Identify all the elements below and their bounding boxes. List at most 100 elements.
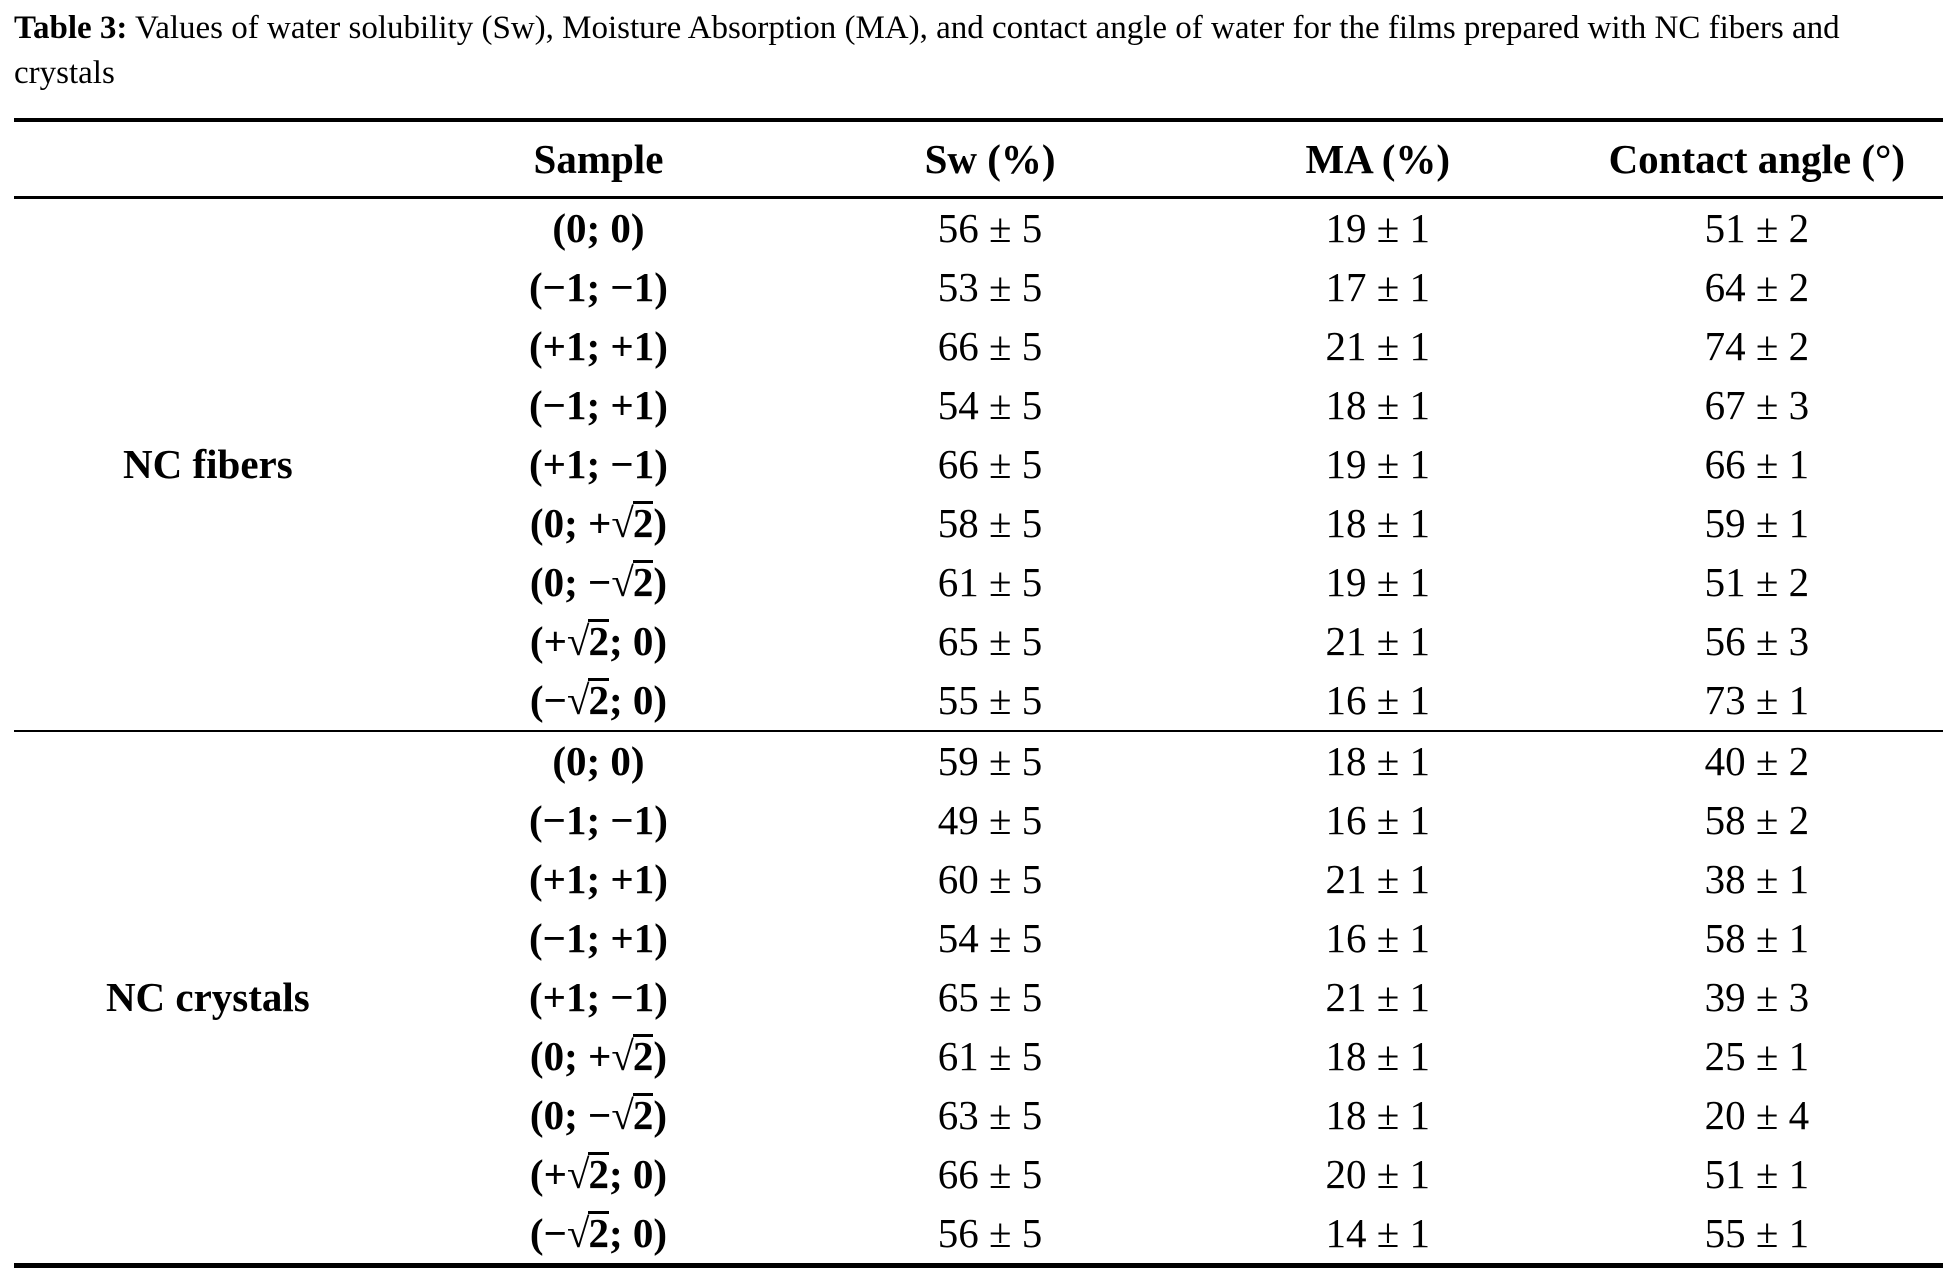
results-table: Sample Sw (%) MA (%) Contact angle (°) N… — [14, 117, 1943, 1268]
table-row: (−1; −1) 53 ± 5 17 ± 1 64 ± 2 — [14, 258, 1943, 317]
table-row: (−1; −1) 49 ± 5 16 ± 1 58 ± 2 — [14, 791, 1943, 850]
ma-cell: 18 ± 1 — [1325, 500, 1431, 547]
contact-angle-cell: 59 ± 1 — [1704, 500, 1810, 547]
contact-angle-cell: 51 ± 2 — [1704, 559, 1810, 606]
ma-cell: 18 ± 1 — [1325, 382, 1431, 429]
contact-angle-cell: 56 ± 3 — [1704, 618, 1810, 665]
table-row: (+1; +1) 66 ± 5 21 ± 1 74 ± 2 — [14, 317, 1943, 376]
sw-cell: 66 ± 5 — [937, 441, 1043, 488]
header-sample: Sample — [401, 119, 796, 199]
group-nc-crystals: NC crystals (0; 0) 59 ± 5 18 ± 1 40 ± 2 (−1; … — [14, 730, 1943, 1266]
sqrt-radical: √2 — [566, 1151, 609, 1198]
sw-cell: 54 ± 5 — [937, 915, 1043, 962]
table-row: (0; +√2) 58 ± 5 18 ± 1 59 ± 1 — [14, 494, 1943, 553]
sqrt-radical: √2 — [611, 500, 654, 547]
sw-cell: 61 ± 5 — [937, 1033, 1043, 1080]
sw-cell: 65 ± 5 — [937, 974, 1043, 1021]
sample-cell: (−1; +1) — [529, 915, 668, 962]
group-nc-fibers: NC fibers (0; 0) 56 ± 5 19 ± 1 51 ± 2 (−1; −1… — [14, 197, 1943, 731]
sqrt-radical: √2 — [566, 618, 609, 665]
sample-cell: (+1; −1) — [529, 441, 668, 488]
header-contact-angle: Contact angle (°) — [1570, 119, 1943, 199]
ma-cell: 19 ± 1 — [1325, 559, 1431, 606]
contact-angle-cell: 58 ± 2 — [1704, 797, 1810, 844]
sample-cell: (0; 0) — [552, 205, 645, 252]
sqrt-radical: √2 — [611, 1033, 654, 1080]
header-sw: Sw (%) — [795, 119, 1185, 199]
sw-cell: 58 ± 5 — [937, 500, 1043, 547]
table-caption: Table 3: Values of water solubility (Sw)… — [14, 6, 1943, 96]
ma-cell: 19 ± 1 — [1325, 205, 1431, 252]
sample-cell: (0; +√2) — [529, 500, 668, 547]
sw-cell: 65 ± 5 — [937, 618, 1043, 665]
contact-angle-cell: 51 ± 1 — [1704, 1151, 1810, 1198]
group-label: NC crystals — [105, 974, 310, 1021]
sw-cell: 59 ± 5 — [937, 738, 1043, 785]
contact-angle-cell: 73 ± 1 — [1704, 677, 1810, 724]
table-row: (−√2; 0) 55 ± 5 16 ± 1 73 ± 1 — [14, 671, 1943, 731]
sw-cell: 66 ± 5 — [937, 323, 1043, 370]
contact-angle-cell: 64 ± 2 — [1704, 264, 1810, 311]
table-row: (−1; +1) 54 ± 5 16 ± 1 58 ± 1 — [14, 909, 1943, 968]
sw-cell: 60 ± 5 — [937, 856, 1043, 903]
sample-cell: (0; 0) — [552, 738, 645, 785]
ma-cell: 21 ± 1 — [1325, 618, 1431, 665]
header-group — [14, 119, 402, 199]
caption-text: Values of water solubility (Sw), Moistur… — [14, 10, 1840, 91]
sample-cell: (+√2; 0) — [529, 1151, 668, 1198]
sample-cell: (+√2; 0) — [529, 618, 668, 665]
contact-angle-cell: 39 ± 3 — [1704, 974, 1810, 1021]
sqrt-radical: √2 — [611, 559, 654, 606]
ma-cell: 16 ± 1 — [1325, 915, 1431, 962]
sample-cell: (0; −√2) — [529, 1092, 668, 1139]
group-label: NC fibers — [123, 441, 293, 488]
contact-angle-cell: 55 ± 1 — [1704, 1210, 1810, 1257]
sw-cell: 61 ± 5 — [937, 559, 1043, 606]
contact-angle-cell: 74 ± 2 — [1704, 323, 1810, 370]
sw-cell: 66 ± 5 — [937, 1151, 1043, 1198]
ma-cell: 19 ± 1 — [1325, 441, 1431, 488]
table-row: (+1; −1) 65 ± 5 21 ± 1 39 ± 3 — [14, 968, 1943, 1027]
sqrt-radical: √2 — [566, 677, 609, 724]
table-row: (0; +√2) 61 ± 5 18 ± 1 25 ± 1 — [14, 1027, 1943, 1086]
contact-angle-cell: 20 ± 4 — [1704, 1092, 1810, 1139]
sample-cell: (−√2; 0) — [529, 677, 668, 724]
sample-cell: (+1; +1) — [529, 856, 668, 903]
ma-cell: 18 ± 1 — [1325, 738, 1431, 785]
sample-cell: (−√2; 0) — [529, 1210, 668, 1257]
sw-cell: 55 ± 5 — [937, 677, 1043, 724]
sample-cell: (−1; −1) — [529, 797, 668, 844]
ma-cell: 21 ± 1 — [1325, 323, 1431, 370]
sample-cell: (+1; −1) — [529, 974, 668, 1021]
table-row: (+√2; 0) 66 ± 5 20 ± 1 51 ± 1 — [14, 1145, 1943, 1204]
sw-cell: 49 ± 5 — [937, 797, 1043, 844]
contact-angle-cell: 40 ± 2 — [1704, 738, 1810, 785]
table-row: NC fibers (0; 0) 56 ± 5 19 ± 1 51 ± 2 — [14, 197, 1943, 487]
sqrt-radical: √2 — [566, 1210, 609, 1257]
table-header: Sample Sw (%) MA (%) Contact angle (°) — [14, 119, 1943, 199]
ma-cell: 21 ± 1 — [1325, 856, 1431, 903]
ma-cell: 16 ± 1 — [1325, 797, 1431, 844]
sqrt-radical: √2 — [611, 1092, 654, 1139]
table-row: NC crystals (0; 0) 59 ± 5 18 ± 1 40 ± 2 — [14, 731, 1943, 1020]
sw-cell: 56 ± 5 — [937, 1210, 1043, 1257]
header-ma: MA (%) — [1184, 119, 1571, 199]
contact-angle-cell: 51 ± 2 — [1704, 205, 1810, 252]
ma-cell: 21 ± 1 — [1325, 974, 1431, 1021]
ma-cell: 18 ± 1 — [1325, 1033, 1431, 1080]
contact-angle-cell: 25 ± 1 — [1704, 1033, 1810, 1080]
sample-cell: (0; +√2) — [529, 1033, 668, 1080]
sw-cell: 54 ± 5 — [937, 382, 1043, 429]
table-row: (−√2; 0) 56 ± 5 14 ± 1 55 ± 1 — [14, 1204, 1943, 1266]
sample-cell: (0; −√2) — [529, 559, 668, 606]
sample-cell: (−1; −1) — [529, 264, 668, 311]
table-row: (+1; −1) 66 ± 5 19 ± 1 66 ± 1 — [14, 435, 1943, 494]
sw-cell: 56 ± 5 — [937, 205, 1043, 252]
contact-angle-cell: 58 ± 1 — [1704, 915, 1810, 962]
header-row: Sample Sw (%) MA (%) Contact angle (°) — [14, 119, 1943, 199]
contact-angle-cell: 38 ± 1 — [1704, 856, 1810, 903]
sw-cell: 53 ± 5 — [937, 264, 1043, 311]
ma-cell: 16 ± 1 — [1325, 677, 1431, 724]
ma-cell: 17 ± 1 — [1325, 264, 1431, 311]
